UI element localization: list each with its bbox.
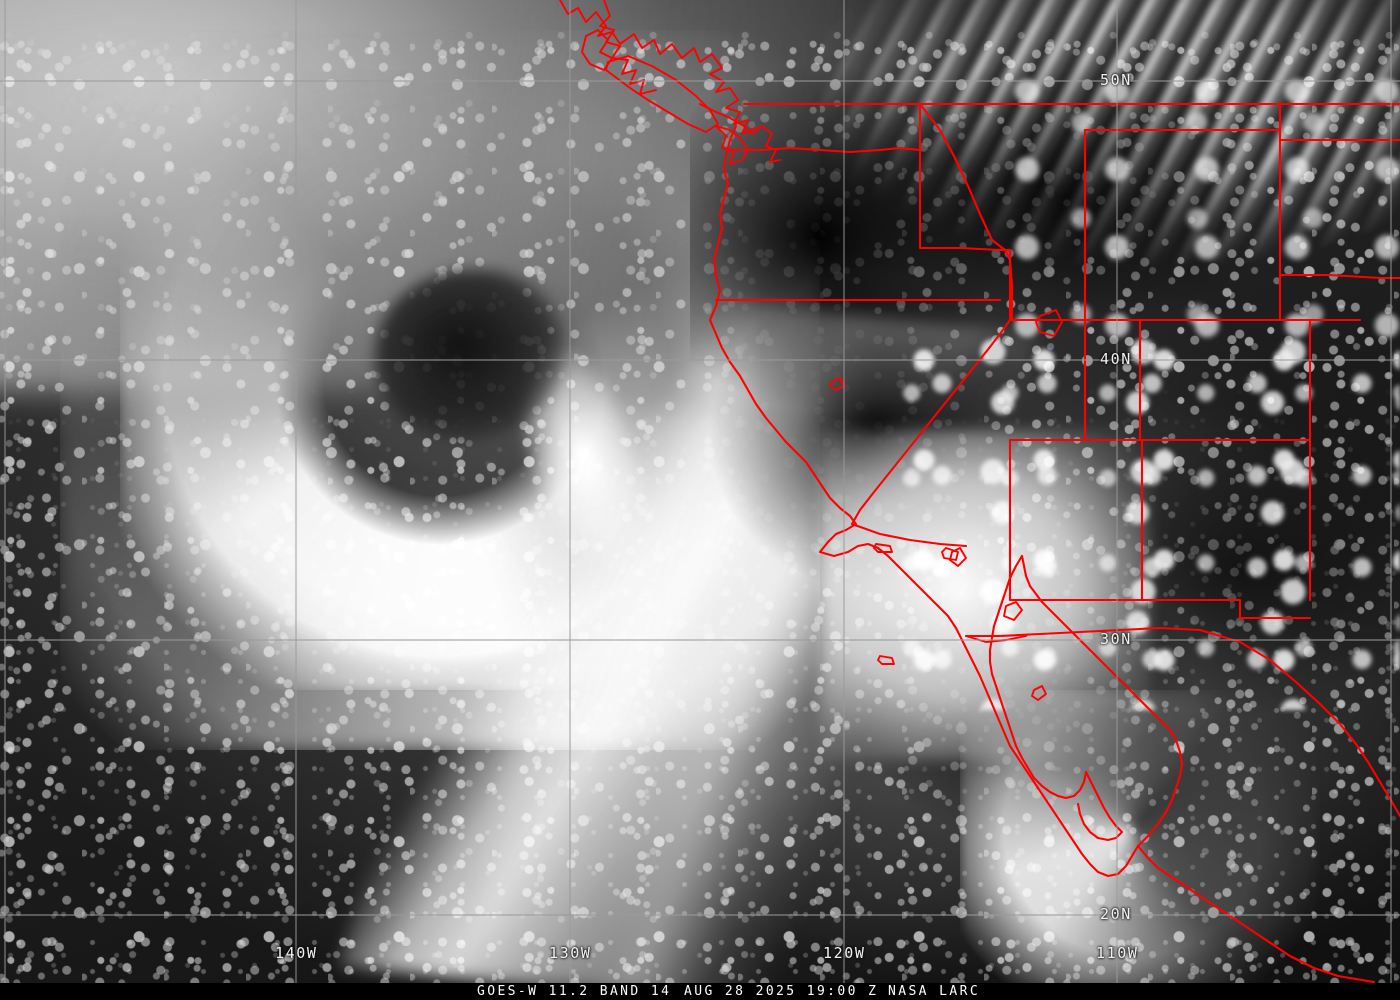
caption-sensor-label: GOES-W 11.2 BAND 14	[477, 984, 672, 999]
latitude-label-40n: 40N	[1100, 350, 1132, 368]
latitude-label-50n: 50N	[1100, 71, 1132, 89]
northern-convection-layer	[1000, 60, 1400, 380]
longitude-label-120w: 120W	[823, 944, 866, 962]
tropical-cloud-swirl	[960, 690, 1320, 983]
latitude-label-30n: 30N	[1100, 630, 1132, 648]
longitude-label-140w: 140W	[275, 944, 318, 962]
longitude-label-130w: 130W	[549, 944, 592, 962]
longitude-label-110w: 110W	[1096, 944, 1139, 962]
latitude-label-20n: 20N	[1100, 905, 1132, 923]
caption-timestamp-label: AUG 28 2025 19:00 Z	[684, 984, 879, 999]
caption-source-label: NASA LARC	[888, 984, 981, 999]
caption-bar: GOES-W 11.2 BAND 14 AUG 28 2025 19:00 Z …	[0, 983, 1400, 1000]
